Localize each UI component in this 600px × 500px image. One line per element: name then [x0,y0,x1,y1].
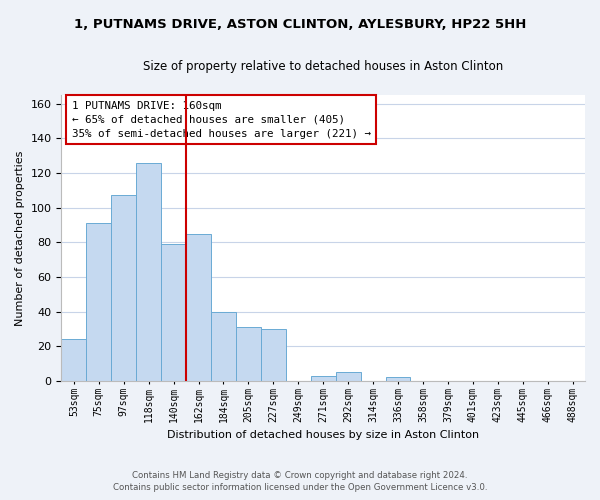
Bar [111,196,136,381]
Text: Contains HM Land Registry data © Crown copyright and database right 2024.
Contai: Contains HM Land Registry data © Crown c… [113,471,487,492]
Bar [335,372,361,381]
Y-axis label: Number of detached properties: Number of detached properties [15,150,25,326]
Bar [236,327,261,381]
Title: Size of property relative to detached houses in Aston Clinton: Size of property relative to detached ho… [143,60,503,73]
Bar [186,234,211,381]
Bar [386,378,410,381]
Bar [211,312,236,381]
Bar [86,223,111,381]
Bar [136,162,161,381]
Bar [311,376,335,381]
Text: 1, PUTNAMS DRIVE, ASTON CLINTON, AYLESBURY, HP22 5HH: 1, PUTNAMS DRIVE, ASTON CLINTON, AYLESBU… [74,18,526,30]
Bar [61,340,86,381]
Bar [161,244,186,381]
Text: 1 PUTNAMS DRIVE: 160sqm
← 65% of detached houses are smaller (405)
35% of semi-d: 1 PUTNAMS DRIVE: 160sqm ← 65% of detache… [72,100,371,138]
Bar [261,329,286,381]
X-axis label: Distribution of detached houses by size in Aston Clinton: Distribution of detached houses by size … [167,430,479,440]
